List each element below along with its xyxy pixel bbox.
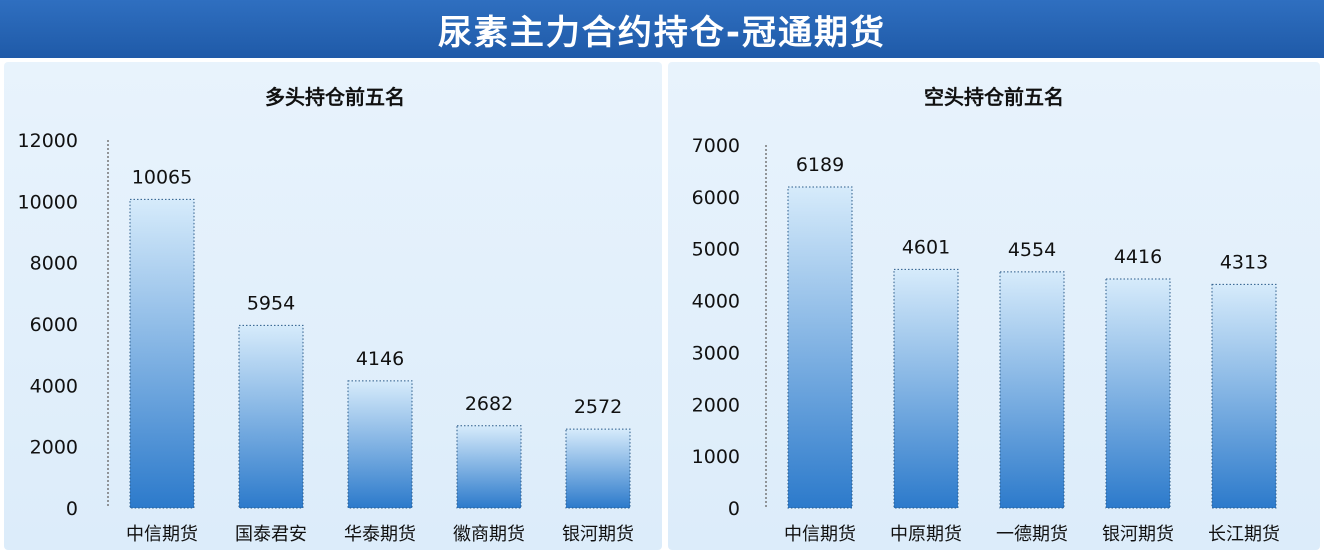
- long-value-label: 2682: [465, 393, 513, 415]
- long-value-label: 2572: [574, 396, 622, 418]
- short-bar: [893, 268, 959, 509]
- short-category-label: 长江期货: [1208, 524, 1280, 545]
- title-banner: 尿素主力合约持仓-冠通期货: [0, 0, 1324, 58]
- banner-title: 尿素主力合约持仓-冠通期货: [437, 12, 887, 53]
- long-category-label: 银河期货: [562, 524, 634, 545]
- short-bar: [1105, 278, 1171, 509]
- long-bar: [129, 198, 195, 509]
- long-value-label: 10065: [132, 166, 192, 188]
- short-y-tick-label: 5000: [692, 239, 740, 261]
- short-category-label: 中原期货: [890, 524, 962, 545]
- short-chart-title: 空头持仓前五名: [924, 85, 1064, 109]
- short-value-label: 4601: [902, 236, 950, 258]
- short-category-label: 银河期货: [1102, 524, 1174, 545]
- short-bar: [1211, 283, 1277, 509]
- long-category-label: 徽商期货: [453, 524, 525, 545]
- short-y-tick-label: 2000: [692, 394, 740, 416]
- long-bar: [565, 428, 631, 509]
- long-chart-title: 多头持仓前五名: [265, 85, 405, 109]
- short-bar: [999, 271, 1065, 509]
- long-y-tick-label: 12000: [18, 130, 78, 152]
- short-value-label: 4554: [1008, 239, 1056, 261]
- short-bar: [787, 186, 853, 509]
- short-value-label: 4416: [1114, 246, 1162, 268]
- long-bar: [238, 324, 304, 509]
- long-value-label: 5954: [247, 292, 295, 314]
- short-category-label: 一德期货: [996, 524, 1068, 545]
- short-value-label: 6189: [796, 154, 844, 176]
- short-y-tick-label: 4000: [692, 291, 740, 313]
- short-y-tick-label: 7000: [692, 135, 740, 157]
- long-category-label: 华泰期货: [344, 524, 416, 545]
- long-y-tick-label: 8000: [30, 253, 78, 275]
- long-bar: [456, 425, 522, 509]
- short-y-tick-label: 1000: [692, 446, 740, 468]
- long-value-label: 4146: [356, 348, 404, 370]
- short-positions-panel: 空头持仓前五名 0 1000 2000 3000 4000 5000 6000 7000 6189…: [668, 62, 1320, 550]
- short-y-tick-label: 6000: [692, 187, 740, 209]
- long-category-label: 国泰君安: [235, 524, 307, 545]
- long-positions-chart: 多头持仓前五名 0 2000 4000 6000 8000 10000 12000 10065 中…: [18, 85, 634, 545]
- long-y-tick-label: 0: [66, 498, 78, 520]
- short-category-label: 中信期货: [784, 524, 856, 545]
- long-category-label: 中信期货: [126, 524, 198, 545]
- short-positions-chart: 空头持仓前五名 0 1000 2000 3000 4000 5000 6000 7000 6189…: [692, 85, 1280, 545]
- long-y-tick-label: 10000: [18, 191, 78, 213]
- long-y-tick-label: 2000: [30, 437, 78, 459]
- long-y-tick-label: 6000: [30, 314, 78, 336]
- short-y-tick-label: 3000: [692, 342, 740, 364]
- long-y-tick-label: 4000: [30, 375, 78, 397]
- short-value-label: 4313: [1220, 251, 1268, 273]
- long-bar: [347, 380, 413, 509]
- long-positions-panel: 多头持仓前五名 0 2000 4000 6000 8000 10000 12000 10065 中…: [4, 62, 662, 550]
- short-y-tick-label: 0: [728, 498, 740, 520]
